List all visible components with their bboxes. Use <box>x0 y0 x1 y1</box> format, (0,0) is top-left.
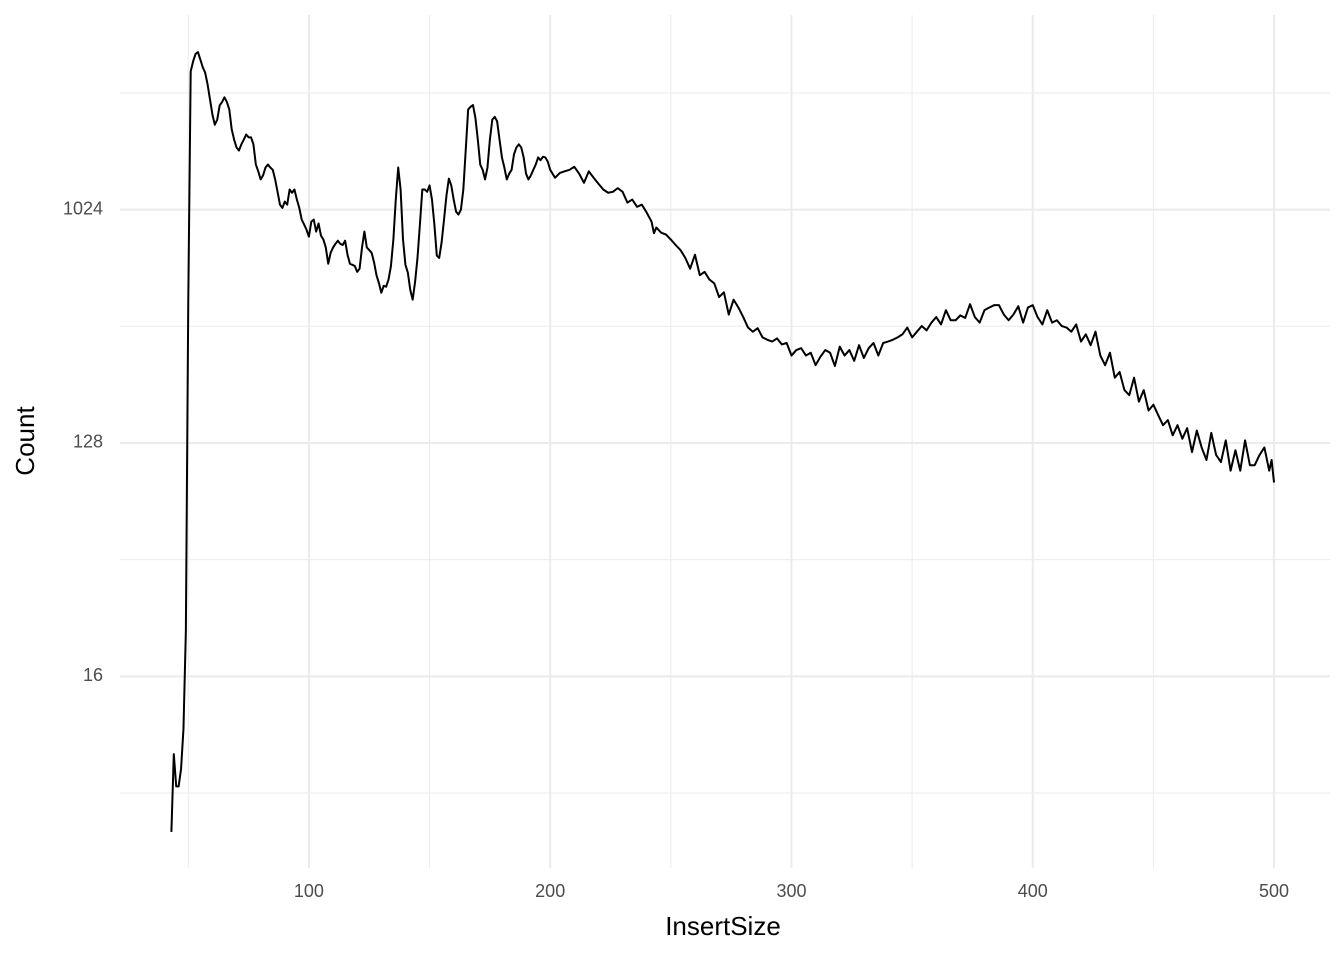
x-tick-label: 500 <box>1259 881 1289 901</box>
x-axis-title: InsertSize <box>665 911 781 941</box>
x-tick-label: 400 <box>1018 881 1048 901</box>
data-line <box>170 51 1276 832</box>
y-tick-label: 128 <box>73 432 103 452</box>
y-tick-label: 1024 <box>63 198 103 218</box>
x-tick-label: 300 <box>776 881 806 901</box>
x-tick-label: 200 <box>535 881 565 901</box>
y-axis-title: Count <box>10 406 40 476</box>
x-tick-label: 100 <box>294 881 324 901</box>
y-tick-label: 16 <box>83 665 103 685</box>
